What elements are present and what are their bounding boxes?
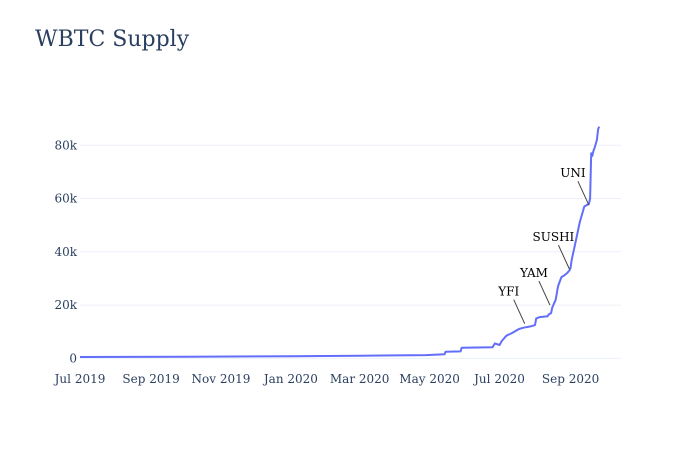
y-tick-label: 20k (54, 298, 77, 312)
y-tick-label: 0 (69, 351, 77, 365)
annotation-label: SUSHI (533, 230, 575, 244)
x-tick-label: Jul 2020 (472, 372, 525, 386)
x-tick-label: Sep 2019 (122, 372, 179, 386)
y-tick-label: 80k (54, 138, 77, 152)
y-tick-label: 40k (54, 245, 77, 259)
x-tick-label: Mar 2020 (330, 372, 390, 386)
annotation-arrow (577, 180, 590, 206)
x-tick-label: Sep 2020 (542, 372, 599, 386)
annotation-arrow (538, 280, 551, 306)
annotation-label: UNI (560, 166, 586, 180)
x-tick-label: May 2020 (399, 372, 460, 386)
series-line (79, 126, 601, 358)
annotation-arrow (557, 244, 570, 270)
x-axis-ticks: Jul 2019 Sep 2019 Nov 2019 Jan 2020 Mar 2020… (53, 372, 600, 386)
annotation-label: YAM (519, 266, 548, 280)
chart-title: WBTC Supply (35, 27, 190, 52)
x-tick-label: Jul 2019 (53, 372, 106, 386)
series-layer (79, 126, 601, 358)
x-tick-label: Nov 2019 (192, 372, 251, 386)
gridlines (80, 144, 621, 359)
y-axis-ticks: 0 20k 40k 60k 80k (54, 138, 77, 365)
x-tick-label: Jan 2020 (262, 372, 318, 386)
y-tick-label: 60k (54, 192, 77, 206)
annotation-label: YFI (497, 285, 519, 299)
annotation-arrow (513, 299, 526, 324)
